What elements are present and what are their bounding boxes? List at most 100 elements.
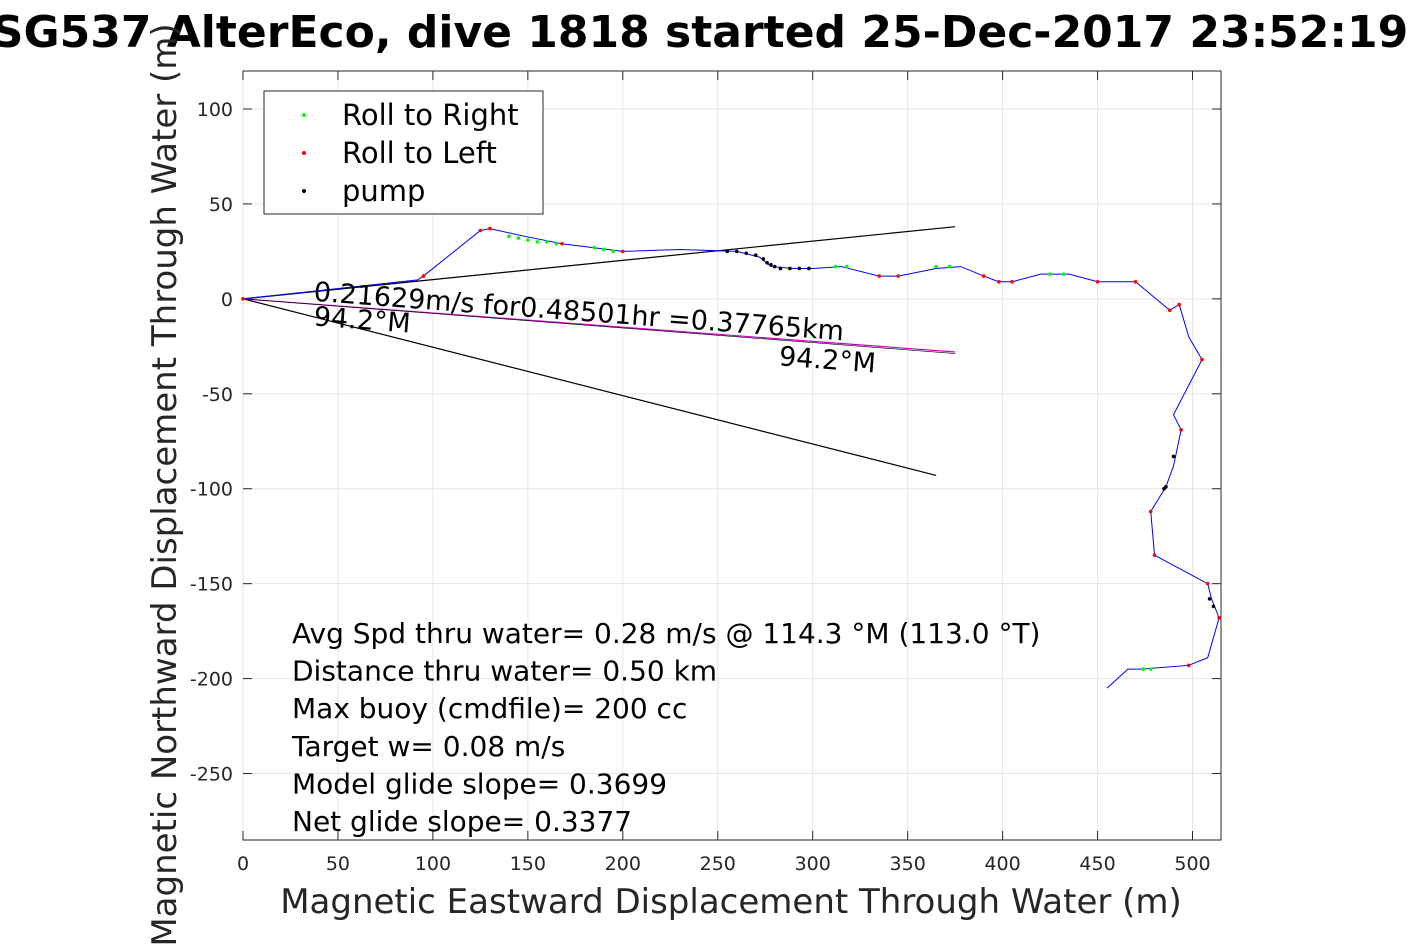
x-tick-label: 350 [890,853,926,875]
pump-point [744,251,749,256]
pump-point [1162,486,1166,491]
x-tick-label: 450 [1079,853,1115,875]
heading-end-annotation: 94.2°M [778,341,877,379]
roll-left-point [1186,663,1191,668]
dive-stats: Avg Spd thru water= 0.28 m/s @ 114.3 °M … [291,617,1040,838]
y-tick-label: -100 [190,479,233,501]
roll-left-point [621,249,625,254]
y-tick-label: 50 [209,194,233,216]
roll-left-point [488,226,492,231]
track-line [242,228,1220,689]
x-tick-label: 250 [700,853,736,875]
heading-start-annotation: 94.2°M [313,302,412,340]
roll-right-point [611,249,616,254]
roll-left-point [1179,428,1183,432]
y-ticks: 100 50 0 -50 -100 -150 -200 -250 [190,99,1221,786]
y-tick-label: -200 [190,669,233,691]
pump-point [807,266,811,271]
x-tick-label: 300 [795,853,831,875]
chart-title: SG537 AlterEco, dive 1818 started 25-Dec… [0,7,1408,58]
x-axis-label: Magnetic Eastward Displacement Through W… [280,882,1182,922]
roll-left-point [1095,279,1100,284]
dive-stat-line: Model glide slope= 0.3699 [292,767,667,800]
pump-point [797,266,802,271]
y-tick-label: 0 [221,289,233,311]
roll-right-point [507,234,511,238]
pump-point [725,249,730,254]
pump-point [788,266,792,271]
roll-left-point [1200,357,1204,362]
roll-left-point [1217,616,1221,620]
x-tick-label: 200 [605,853,641,875]
x-ticks: 0 50 100 150 200 250 300 350 400 450 500 [237,71,1211,875]
grid [242,71,1221,840]
roll-left-point [1010,279,1014,284]
legend-marker-roll-right [302,113,306,117]
x-tick-label: 50 [326,853,350,875]
roll-right-point [1048,272,1052,276]
roll-right-point [845,264,849,269]
x-tick-label: 0 [237,853,249,875]
dive-stat-line: Distance thru water= 0.50 km [292,655,717,688]
legend-marker-pump [302,189,306,193]
pump-point [1171,454,1176,459]
y-tick-label: -250 [190,764,233,786]
pump-point [761,257,766,261]
roll-left-point [560,241,564,246]
legend-box [263,90,544,215]
roll-left-point [241,297,245,301]
x-tick-label: 150 [510,853,546,875]
roll-right-point [947,264,952,269]
roll-left-point [1167,308,1172,313]
roll-right-point [535,240,540,244]
dive-stat-line: Target w= 0.08 m/s [291,730,565,763]
roll-left-point [997,279,1001,284]
y-tick-label: -150 [190,574,233,596]
dive-stat-line: Net glide slope= 0.3377 [292,805,632,838]
roll-right-point [526,238,530,242]
roll-right-point [592,245,597,250]
legend: Roll to Right Roll to Left pump [263,90,544,215]
roll-left-point [1177,302,1182,307]
pump-point [772,264,777,269]
x-tick-label: 400 [984,853,1020,875]
roll-right-point [545,240,549,244]
pump-point [1207,597,1212,601]
track-polyline [242,228,1220,689]
roll-left-point [981,274,986,278]
pump-point [769,262,773,267]
pump-point [1211,604,1216,609]
roll-left-point [1148,509,1153,514]
roll-right-point [1148,667,1153,671]
pump-point [765,260,769,265]
legend-label-roll-right: Roll to Right [342,98,519,132]
roll-left-point [421,274,426,278]
x-tick-label: 100 [415,853,451,875]
legend-label-roll-left: Roll to Left [342,136,497,170]
dive-stat-line: Avg Spd thru water= 0.28 m/s @ 114.3 °M … [292,617,1040,650]
roll-left-point [478,228,483,233]
pump-point [778,266,783,271]
roll-left-point [877,274,881,278]
y-tick-label: -50 [202,384,233,406]
legend-label-pump: pump [342,174,425,208]
roll-left-point [1152,553,1157,557]
roll-right-point [602,247,606,252]
roll-left-point [1133,279,1138,284]
roll-left-point [896,274,900,278]
roll-right-point [934,264,938,269]
roll-right-point [1061,272,1066,276]
pump-point [734,249,739,254]
roll-left-point [1205,581,1210,586]
x-tick-label: 500 [1174,853,1210,875]
y-axis-label: Magnetic Northward Displacement Through … [145,23,185,945]
roll-right-point [516,236,521,240]
roll-right-point [833,264,838,269]
y-tick-label: 100 [197,99,233,121]
heading-cone [242,226,956,477]
track-markers [241,226,1221,671]
pump-point [753,253,758,257]
cone-lower-line [242,298,937,477]
roll-right-point [554,241,559,246]
